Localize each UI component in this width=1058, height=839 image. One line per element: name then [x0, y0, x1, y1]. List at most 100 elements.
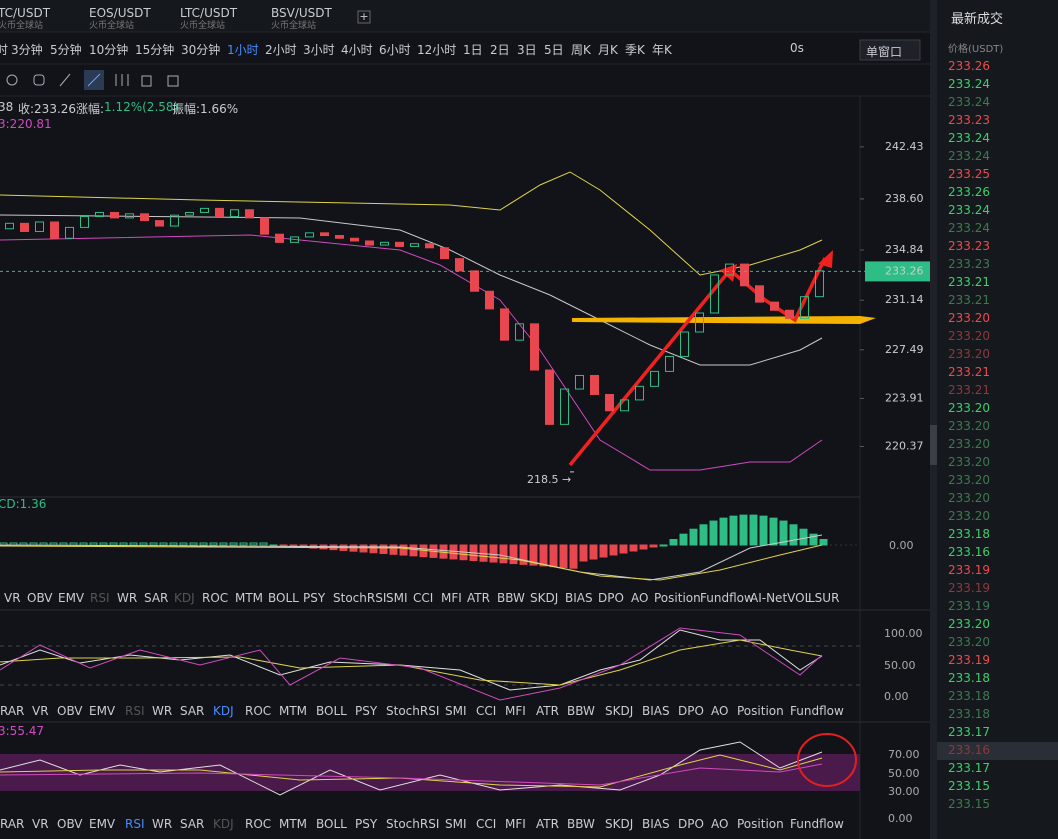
- interval[interactable]: 年K: [652, 43, 672, 57]
- interval[interactable]: 5日: [544, 43, 564, 57]
- indicator-tab[interactable]: SAR: [180, 704, 205, 718]
- indicator-tab[interactable]: DPO: [678, 817, 704, 831]
- indicator-tab[interactable]: StochRSI: [333, 591, 387, 605]
- interval[interactable]: 12小时: [417, 43, 457, 57]
- indicator-tab[interactable]: BOLL: [268, 591, 299, 605]
- indicator-tab[interactable]: KDJ: [174, 591, 195, 605]
- indicator-tab[interactable]: AO: [711, 704, 729, 718]
- indicator-tab[interactable]: BBW: [497, 591, 525, 605]
- indicator-tab[interactable]: SKDJ: [605, 817, 634, 831]
- window-select[interactable]: [859, 39, 921, 61]
- interval[interactable]: 3小时: [303, 43, 335, 57]
- indicator-tab[interactable]: Fundflow: [790, 817, 844, 831]
- tab-pair[interactable]: BSV/USDT: [271, 6, 332, 20]
- interval[interactable]: 4小时: [341, 43, 373, 57]
- indicator-tab[interactable]: SMI: [445, 817, 467, 831]
- indicator-tab[interactable]: BBW: [567, 817, 595, 831]
- indicator-tab[interactable]: KDJ: [213, 704, 234, 718]
- indicator-tab[interactable]: Position: [654, 591, 701, 605]
- indicator-tab[interactable]: ROC: [202, 591, 229, 605]
- indicator-tab[interactable]: BIAS: [642, 817, 670, 831]
- indicator-tab[interactable]: CCI: [413, 591, 434, 605]
- indicator-tab[interactable]: AO: [711, 817, 729, 831]
- interval[interactable]: 1日: [463, 43, 483, 57]
- indicator-tab[interactable]: ROC: [245, 704, 272, 718]
- indicator-tab[interactable]: MFI: [441, 591, 462, 605]
- interval[interactable]: 6小时: [379, 43, 411, 57]
- indicator-tab[interactable]: Fundflow: [700, 591, 754, 605]
- indicator-tab[interactable]: EMV: [89, 817, 116, 831]
- interval[interactable]: 月K: [598, 43, 618, 57]
- indicator-tab[interactable]: LSUR: [808, 591, 840, 605]
- indicator-tab[interactable]: RAR: [0, 817, 25, 831]
- indicator-tab[interactable]: OBV: [27, 591, 53, 605]
- indicator-tab[interactable]: VR: [32, 704, 49, 718]
- indicator-tab[interactable]: PSY: [355, 704, 378, 718]
- indicator-tab[interactable]: ATR: [467, 591, 490, 605]
- indicator-tab[interactable]: AI-NetVOL: [750, 591, 812, 605]
- indicator-tab[interactable]: DPO: [678, 704, 704, 718]
- indicator-tab[interactable]: Position: [737, 817, 784, 831]
- indicator-tab[interactable]: CCI: [476, 704, 497, 718]
- indicator-tab[interactable]: WR: [152, 817, 173, 831]
- indicator-tab[interactable]: MTM: [279, 704, 308, 718]
- tab-pair[interactable]: TC/USDT: [0, 6, 51, 20]
- indicator-tab[interactable]: VR: [32, 817, 49, 831]
- indicator-tab[interactable]: ATR: [536, 704, 559, 718]
- indicator-tab[interactable]: BOLL: [316, 817, 347, 831]
- indicator-tab[interactable]: CCI: [476, 817, 497, 831]
- indicator-tab[interactable]: AO: [631, 591, 649, 605]
- indicator-tab[interactable]: RSI: [125, 817, 145, 831]
- interval[interactable]: 时: [0, 43, 9, 57]
- indicator-tab[interactable]: RSI: [90, 591, 110, 605]
- indicator-tab[interactable]: EMV: [58, 591, 85, 605]
- indicator-tab[interactable]: ROC: [245, 817, 272, 831]
- indicator-tab[interactable]: StochRSI: [386, 704, 440, 718]
- tab-pair[interactable]: LTC/USDT: [180, 6, 238, 20]
- indicator-tab[interactable]: PSY: [355, 817, 378, 831]
- indicator-tab[interactable]: RSI: [125, 704, 145, 718]
- indicator-tab[interactable]: BIAS: [642, 704, 670, 718]
- indicator-tab[interactable]: PSY: [303, 591, 326, 605]
- indicator-tab[interactable]: VR: [4, 591, 21, 605]
- indicator-tab[interactable]: EMV: [89, 704, 116, 718]
- indicator-tab[interactable]: SMI: [386, 591, 408, 605]
- indicator-tab[interactable]: MTM: [235, 591, 264, 605]
- indicator-tab[interactable]: WR: [152, 704, 173, 718]
- interval[interactable]: 10分钟: [89, 43, 129, 57]
- indicator-tab[interactable]: DPO: [598, 591, 624, 605]
- indicator-tab[interactable]: SKDJ: [530, 591, 559, 605]
- main-bg: [0, 0, 935, 839]
- interval[interactable]: 周K: [571, 43, 591, 57]
- indicator-tab[interactable]: Position: [737, 704, 784, 718]
- indicator-tab[interactable]: BBW: [567, 704, 595, 718]
- tab-pair[interactable]: EOS/USDT: [89, 6, 151, 20]
- indicator-tab[interactable]: SAR: [180, 817, 205, 831]
- indicator-tab[interactable]: SMI: [445, 704, 467, 718]
- interval[interactable]: 15分钟: [135, 43, 175, 57]
- indicator-tab[interactable]: Fundflow: [790, 704, 844, 718]
- indicator-tab[interactable]: OBV: [57, 704, 83, 718]
- interval[interactable]: 1小时: [227, 43, 259, 57]
- indicator-tab[interactable]: StochRSI: [386, 817, 440, 831]
- indicator-tab[interactable]: RAR: [0, 704, 25, 718]
- indicator-tab[interactable]: MTM: [279, 817, 308, 831]
- interval[interactable]: 2日: [490, 43, 510, 57]
- interval[interactable]: 季K: [625, 43, 645, 57]
- indicator-tab[interactable]: OBV: [57, 817, 83, 831]
- indicator-tab[interactable]: SAR: [144, 591, 169, 605]
- indicator-tab[interactable]: SKDJ: [605, 704, 634, 718]
- indicator-tab[interactable]: WR: [117, 591, 138, 605]
- indicator-tab[interactable]: BOLL: [316, 704, 347, 718]
- indicator-tab[interactable]: ATR: [536, 817, 559, 831]
- indicator-tab[interactable]: MFI: [505, 817, 526, 831]
- interval[interactable]: 30分钟: [181, 43, 221, 57]
- add-tab[interactable]: [357, 10, 371, 24]
- indicator-tab[interactable]: MFI: [505, 704, 526, 718]
- indicator-tab[interactable]: KDJ: [213, 817, 234, 831]
- interval[interactable]: 3日: [517, 43, 537, 57]
- indicator-tab[interactable]: BIAS: [565, 591, 593, 605]
- interval[interactable]: 2小时: [265, 43, 297, 57]
- interval[interactable]: 5分钟: [50, 43, 82, 57]
- interval[interactable]: 3分钟: [11, 43, 43, 57]
